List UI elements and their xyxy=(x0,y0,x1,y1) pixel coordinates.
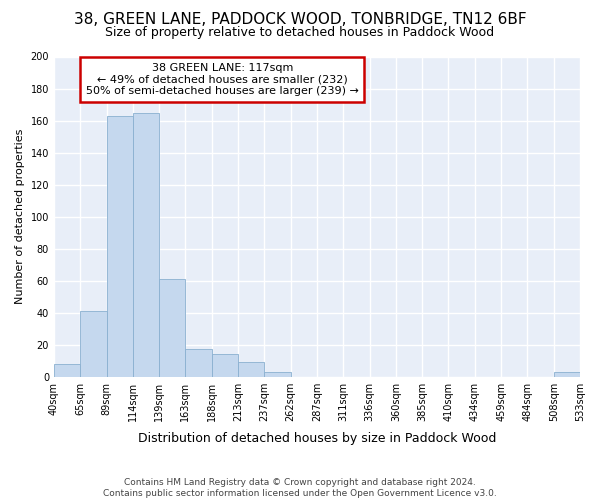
Bar xyxy=(185,350,212,376)
Text: Size of property relative to detached houses in Paddock Wood: Size of property relative to detached ho… xyxy=(106,26,494,39)
Text: Contains HM Land Registry data © Crown copyright and database right 2024.
Contai: Contains HM Land Registry data © Crown c… xyxy=(103,478,497,498)
Bar xyxy=(107,116,133,376)
Text: 38, GREEN LANE, PADDOCK WOOD, TONBRIDGE, TN12 6BF: 38, GREEN LANE, PADDOCK WOOD, TONBRIDGE,… xyxy=(74,12,526,28)
X-axis label: Distribution of detached houses by size in Paddock Wood: Distribution of detached houses by size … xyxy=(138,432,496,445)
Bar xyxy=(80,311,107,376)
Y-axis label: Number of detached properties: Number of detached properties xyxy=(15,129,25,304)
Bar xyxy=(212,354,238,376)
Bar xyxy=(238,362,265,376)
Bar xyxy=(54,364,80,376)
Bar xyxy=(554,372,580,376)
Bar xyxy=(265,372,290,376)
Bar xyxy=(159,279,185,376)
Bar xyxy=(133,112,159,376)
Text: 38 GREEN LANE: 117sqm
← 49% of detached houses are smaller (232)
50% of semi-det: 38 GREEN LANE: 117sqm ← 49% of detached … xyxy=(86,63,359,96)
